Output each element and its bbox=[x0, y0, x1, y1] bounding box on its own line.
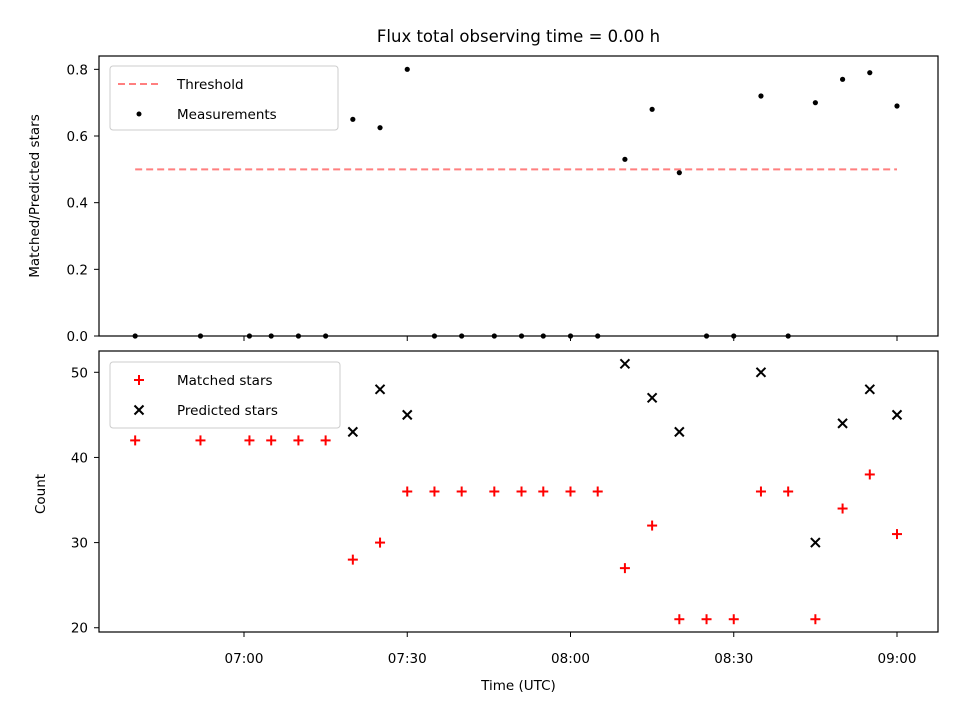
bottom-y-axis-label: Count bbox=[33, 474, 49, 514]
matched-point bbox=[619, 563, 630, 574]
bottom-x-tick-label: 07:00 bbox=[225, 651, 264, 667]
matched-point bbox=[516, 486, 527, 497]
matched-point bbox=[266, 435, 277, 446]
measurement-point bbox=[622, 156, 628, 162]
matched-point bbox=[320, 435, 331, 446]
bottom-y-tick-label: 30 bbox=[71, 536, 88, 552]
matched-point bbox=[489, 486, 500, 497]
matched-point bbox=[647, 520, 658, 531]
matched-point bbox=[130, 435, 141, 446]
predicted-point bbox=[402, 409, 413, 421]
legend-matched-swatch bbox=[134, 375, 144, 385]
matched-point bbox=[674, 614, 685, 625]
measurement-point bbox=[404, 66, 410, 72]
top-y-tick-label: 0.6 bbox=[67, 129, 88, 145]
matched-point bbox=[565, 486, 576, 497]
predicted-point bbox=[347, 426, 359, 438]
predicted-point bbox=[755, 367, 767, 378]
legend-predicted-label: Predicted stars bbox=[177, 403, 278, 419]
matched-point bbox=[402, 486, 413, 497]
top-axes-frame bbox=[98, 55, 939, 337]
bottom-y-tick-label: 20 bbox=[71, 621, 88, 637]
measurement-point bbox=[812, 100, 818, 106]
legend-measurements-label: Measurements bbox=[177, 107, 277, 123]
top-y-tick-label: 0.2 bbox=[67, 262, 88, 278]
bottom-y-tick-label: 40 bbox=[71, 450, 88, 466]
matched-point bbox=[837, 503, 848, 514]
matched-point bbox=[783, 486, 794, 497]
predicted-point bbox=[891, 409, 903, 421]
matched-point bbox=[701, 614, 712, 625]
bottom-legend-box bbox=[109, 361, 341, 429]
matched-point bbox=[864, 469, 875, 480]
predicted-point bbox=[374, 384, 386, 395]
measurement-point bbox=[377, 125, 383, 131]
measurement-point bbox=[350, 116, 356, 122]
predicted-point bbox=[646, 392, 658, 404]
matched-point bbox=[244, 435, 255, 446]
measurement-point bbox=[676, 170, 682, 176]
bottom-x-tick-label: 08:00 bbox=[551, 651, 590, 667]
matched-point bbox=[755, 486, 766, 497]
predicted-point bbox=[619, 358, 631, 369]
measurement-point bbox=[867, 70, 873, 76]
predicted-point bbox=[810, 537, 821, 548]
top-legend: Threshold Measurements bbox=[109, 65, 339, 131]
predicted-point bbox=[674, 426, 685, 438]
bottom-x-tick-label: 09:00 bbox=[878, 651, 917, 667]
top-legend-box bbox=[109, 65, 339, 131]
bottom-y-tick-label: 50 bbox=[71, 365, 88, 381]
chart-title: Flux total observing time = 0.00 h bbox=[377, 27, 660, 46]
matched-point bbox=[195, 435, 206, 446]
top-y-tick-label: 0.4 bbox=[67, 196, 88, 212]
matched-point bbox=[592, 486, 603, 497]
legend-threshold-label: Threshold bbox=[176, 77, 244, 93]
legend-measurements-swatch bbox=[136, 111, 142, 117]
matched-point bbox=[810, 614, 821, 625]
measurement-point bbox=[839, 76, 846, 82]
x-axis-label: Time (UTC) bbox=[480, 678, 556, 694]
measurement-point bbox=[649, 106, 655, 112]
legend-predicted-swatch bbox=[133, 404, 145, 416]
matched-point bbox=[456, 486, 467, 497]
matched-point bbox=[347, 554, 358, 565]
matched-point bbox=[728, 614, 739, 625]
bottom-axes-frame bbox=[98, 350, 939, 633]
top-y-axis-label: Matched/Predicted stars bbox=[27, 114, 43, 277]
predicted-point bbox=[837, 418, 848, 429]
bottom-x-tick-label: 08:30 bbox=[714, 651, 753, 667]
matched-point bbox=[293, 435, 304, 446]
top-y-tick-label: 0.8 bbox=[67, 62, 88, 78]
legend-matched-label: Matched stars bbox=[177, 373, 273, 389]
matched-point bbox=[429, 486, 440, 497]
predicted-point bbox=[864, 384, 875, 395]
top-y-tick-label: 0.0 bbox=[67, 329, 88, 345]
matched-point bbox=[538, 486, 549, 497]
bottom-x-tick-label: 07:30 bbox=[388, 651, 427, 667]
measurement-point bbox=[894, 103, 900, 109]
top-panel: 0.00.20.40.60.8 Matched/Predicted stars … bbox=[27, 55, 939, 345]
matched-point bbox=[375, 537, 386, 548]
matched-point bbox=[892, 529, 902, 540]
bottom-legend: Matched stars Predicted stars bbox=[109, 361, 341, 429]
measurement-point bbox=[758, 93, 764, 99]
